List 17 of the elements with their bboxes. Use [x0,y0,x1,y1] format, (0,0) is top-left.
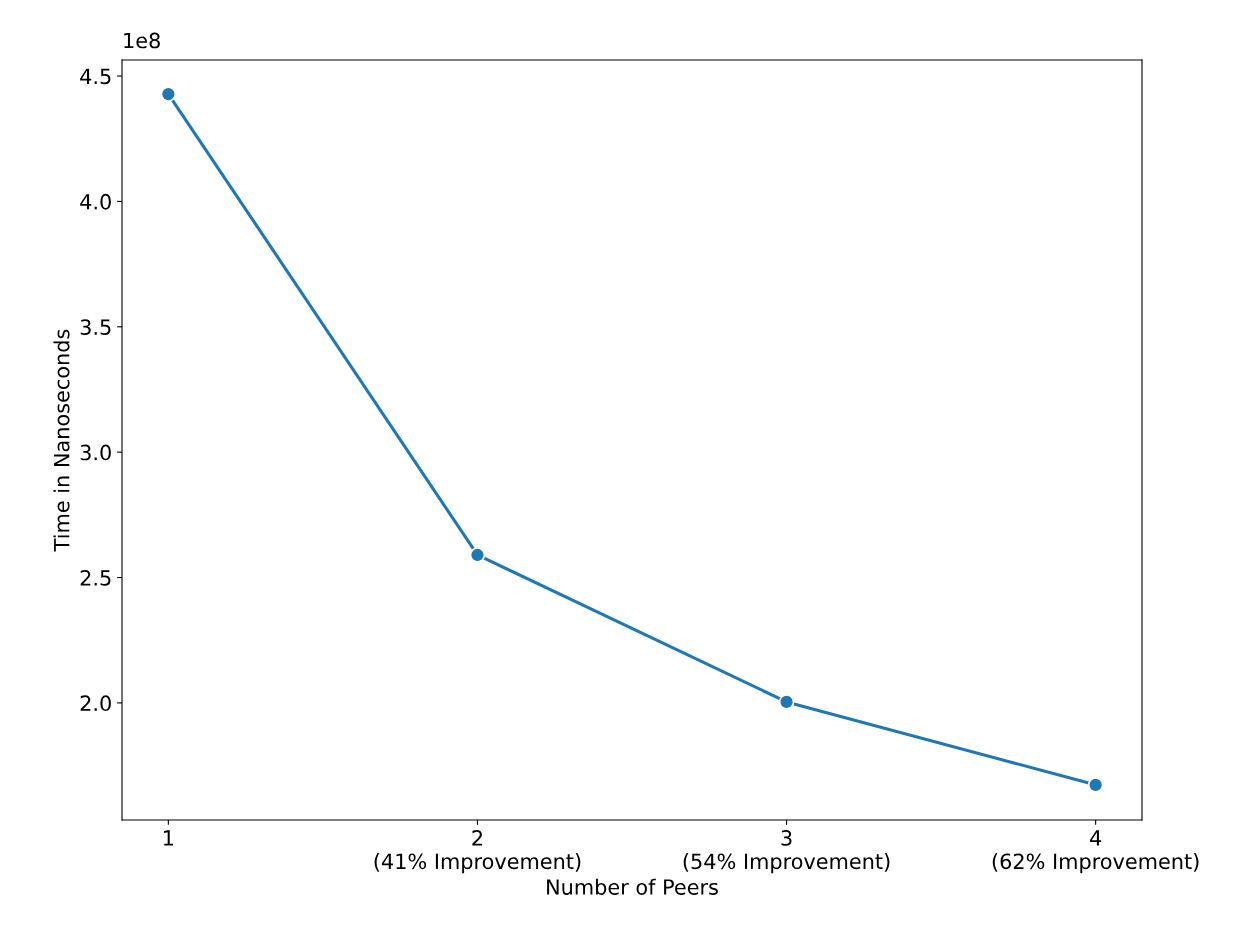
x-tick-label: 1 [164,830,174,846]
x-tick-label: 2 (41% Improvement) [374,830,581,874]
x-tick-label: 3 (54% Improvement) [683,830,890,874]
x-axis-title: Number of Peers [547,878,718,895]
y-axis-title: Time in Nanoseconds [53,329,70,552]
point [778,694,795,710]
point [1087,777,1104,793]
y-tick-label: 3.5 [80,319,111,335]
y-tick-label: 2.5 [80,569,111,586]
y-tick-label: 4.0 [80,193,111,210]
y-tick-label: 2.0 [80,695,111,712]
y-tick-label: 4.5 [80,68,111,85]
text: 1e8 [124,32,160,49]
point [160,86,177,102]
y-tick-label: 3.0 [80,444,111,461]
point [469,547,486,563]
x-tick-label: 4 (62% Improvement) [992,830,1199,874]
